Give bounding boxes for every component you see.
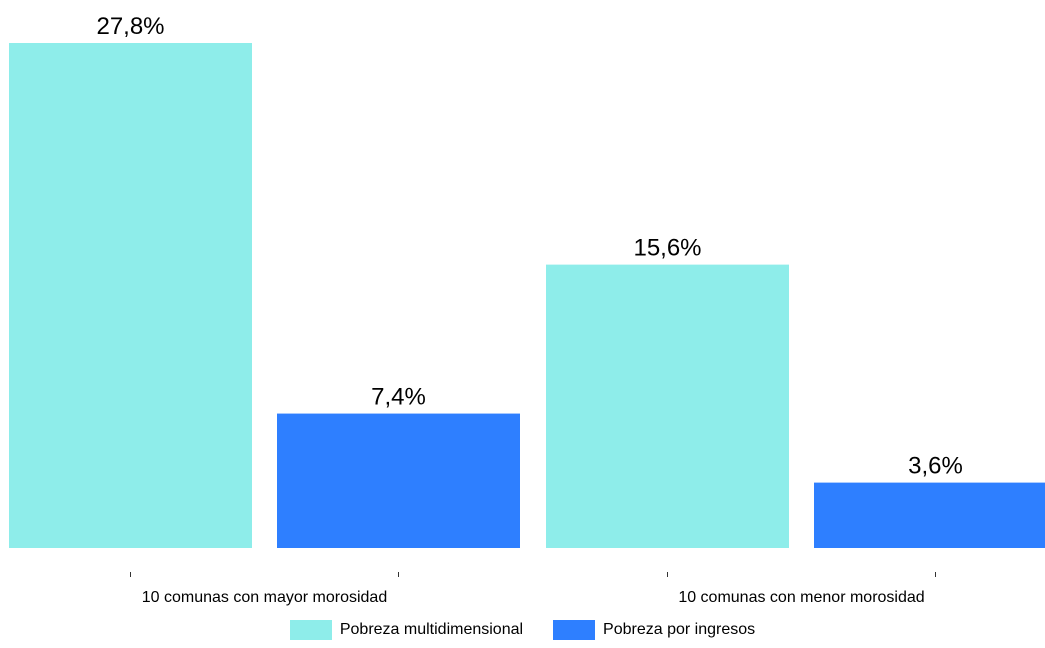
data-label-multidimensional-2: 15,6%: [633, 235, 701, 262]
category-label-1: 10 comunas con mayor morosidad: [142, 589, 387, 606]
data-label-multidimensional-1: 27,8%: [96, 13, 164, 40]
legend-swatch-ingresos: [553, 620, 596, 640]
bar-chart: 27,8% 7,4% 10 comunas con mayor morosidad 1…: [9, 13, 1045, 606]
data-label-ingresos-1: 7,4%: [371, 384, 426, 411]
legend-item-ingresos: Pobreza por ingresos: [553, 620, 755, 640]
legend-label-ingresos: Pobreza por ingresos: [603, 621, 756, 638]
legend-item-multidimensional: Pobreza multidimensional: [289, 620, 524, 640]
legend-swatch-multidimensional: [289, 620, 332, 640]
data-label-ingresos-2: 3,6%: [908, 453, 963, 480]
bar-multidimensional-1: [9, 43, 252, 548]
legend: Pobreza multidimensional Pobreza por ing…: [0, 620, 1045, 640]
legend-label-multidimensional: Pobreza multidimensional: [339, 621, 524, 638]
bar-multidimensional-2: [546, 264, 789, 548]
bar-ingresos-2: [814, 482, 1045, 548]
bar-ingresos-1: [277, 413, 520, 548]
category-label-2: 10 comunas con menor morosidad: [678, 589, 924, 606]
